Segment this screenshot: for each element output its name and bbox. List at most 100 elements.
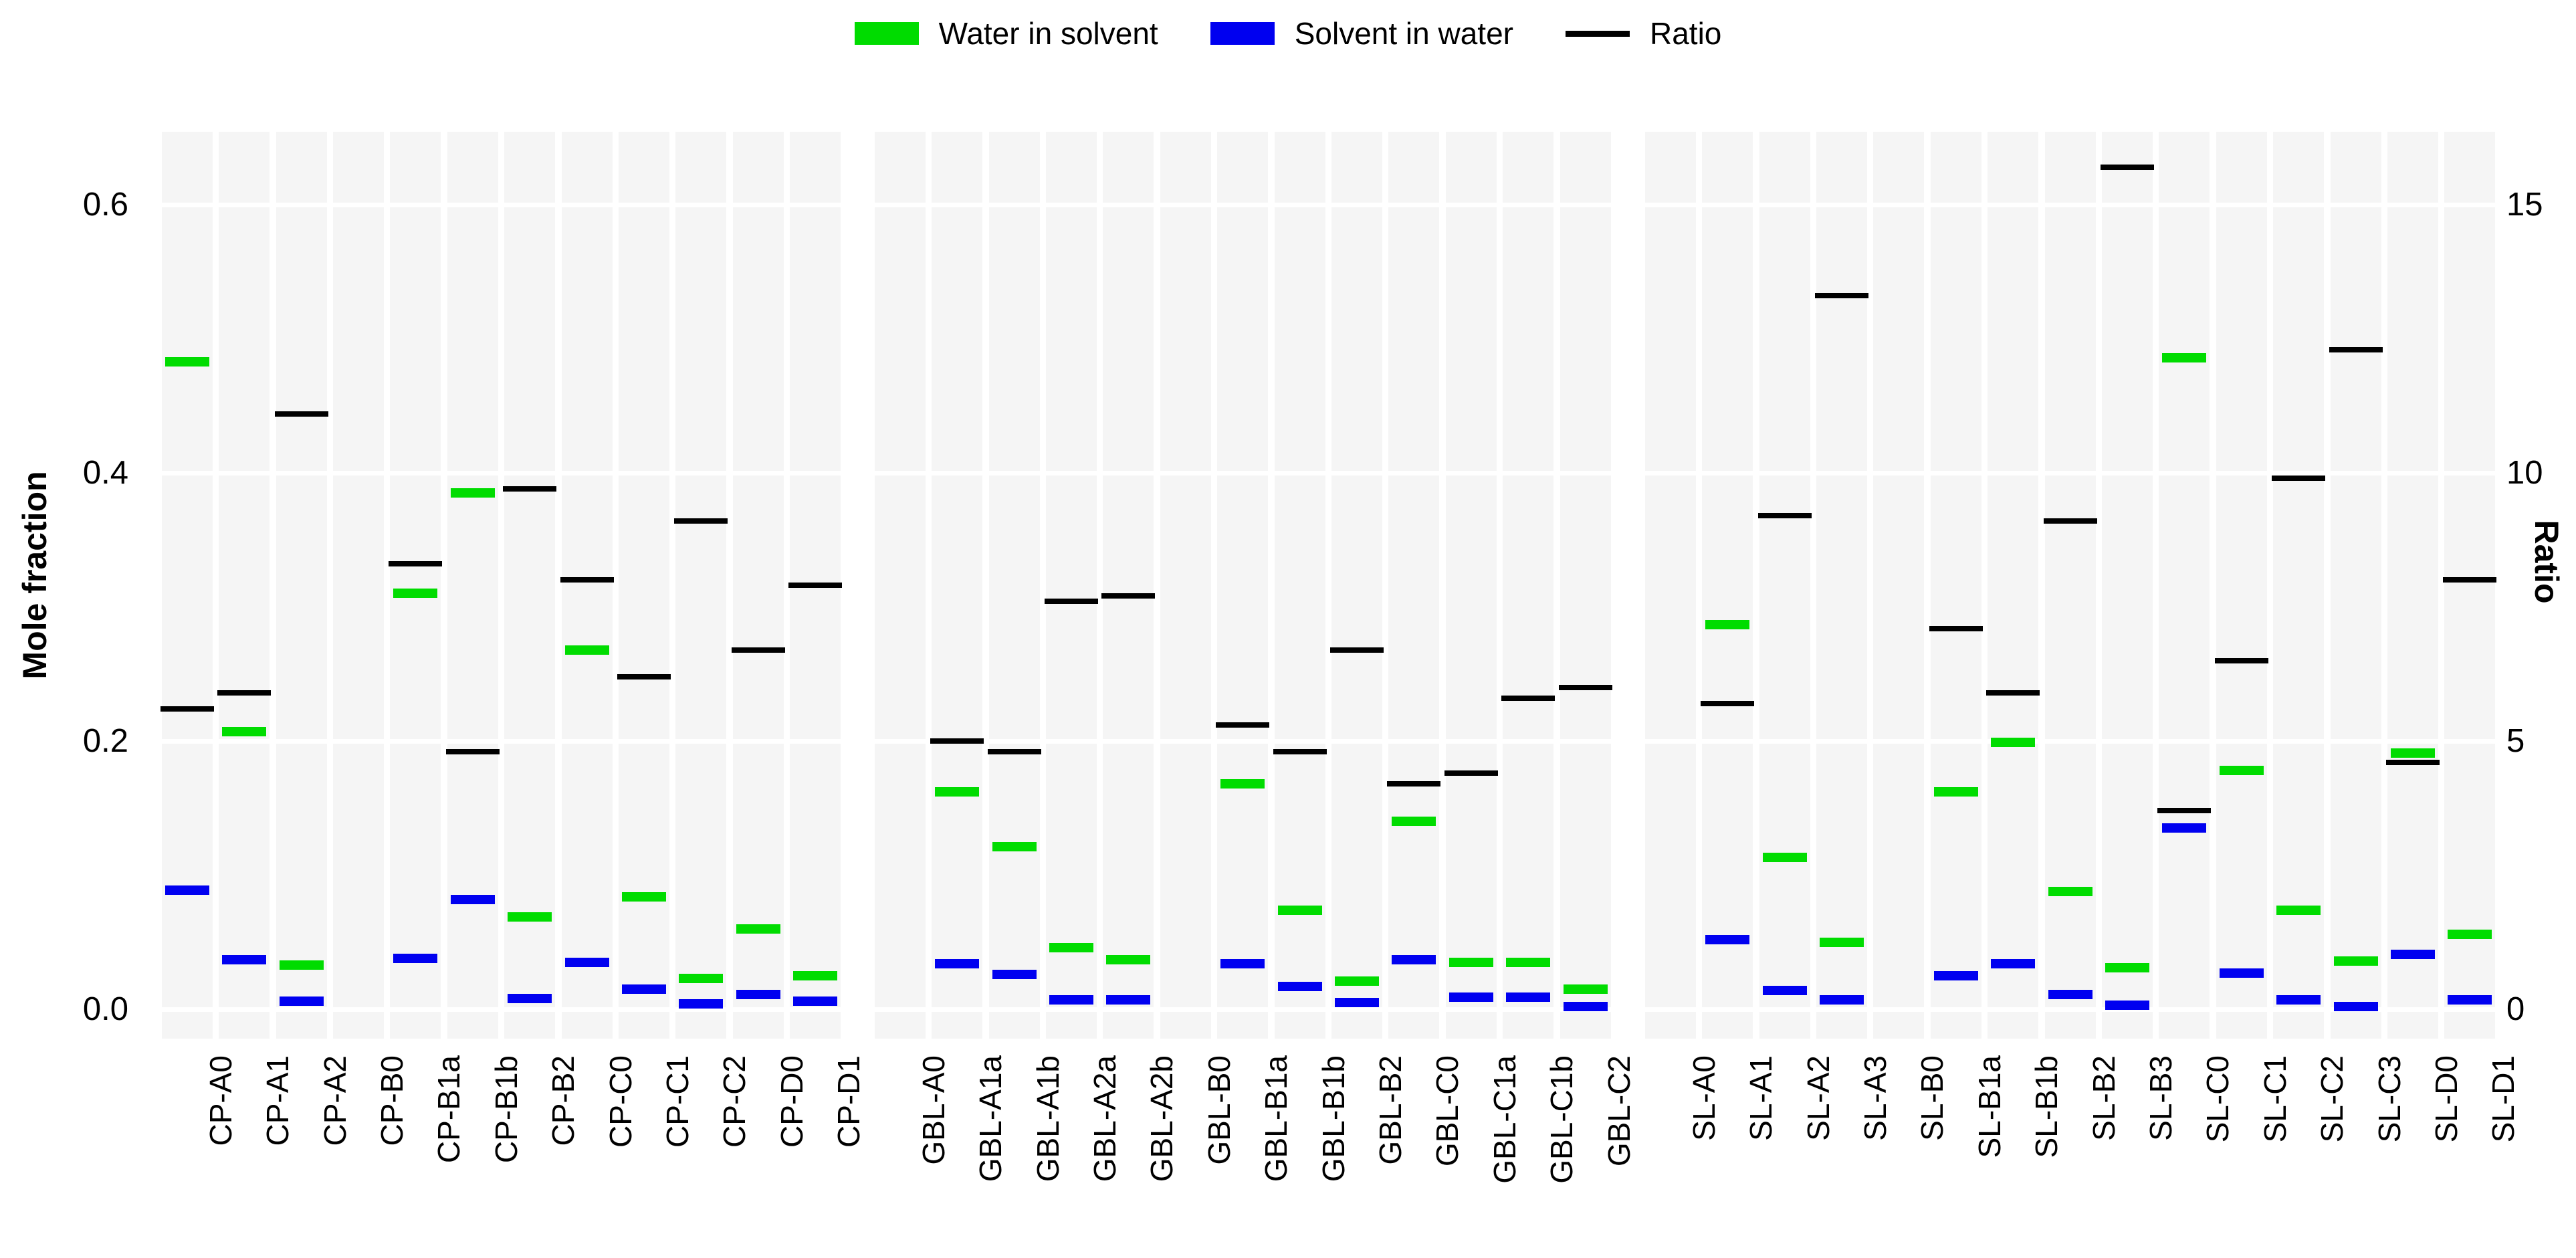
ratio-marker-SL-C2	[2272, 476, 2326, 482]
category-band-GBL-A1a	[932, 132, 983, 1039]
ratio-marker-SL-A2	[1757, 513, 1812, 519]
ratio-marker-CP-A2	[274, 411, 328, 417]
category-label-GBL-C2: GBL-C2	[1601, 1055, 1636, 1167]
ratio-marker-GBL-C1a	[1444, 770, 1498, 776]
water-in-solvent-marker-GBL-A1b	[992, 842, 1037, 852]
category-label-SL-C2: SL-C2	[2315, 1055, 2350, 1143]
solvent-in-water-marker-GBL-C2	[1563, 1001, 1608, 1011]
solvent-in-water-marker-CP-C0	[564, 957, 609, 967]
water-in-solvent-marker-SL-C3	[2333, 956, 2378, 966]
water-in-solvent-marker-GBL-C1b	[1506, 957, 1551, 967]
solvent-in-water-marker-SL-A1	[1705, 934, 1750, 944]
water-in-solvent-marker-SL-A2	[1762, 853, 1807, 863]
left-axis-tick-0.4: 0.4	[82, 455, 128, 491]
ratio-marker-GBL-B2	[1329, 647, 1384, 653]
category-band-GBL-C0	[1388, 132, 1440, 1039]
gridline-0.2	[871, 738, 1614, 744]
category-label-SL-B1b: SL-B1b	[2029, 1055, 2064, 1158]
category-label-SL-B2: SL-B2	[2086, 1055, 2121, 1141]
left-axis-tick-0.6: 0.6	[82, 187, 128, 223]
category-label-GBL-B0: GBL-B0	[1201, 1055, 1237, 1165]
water-in-solvent-marker-GBL-C2	[1563, 984, 1608, 994]
solvent-in-water-marker-CP-B1b	[450, 894, 495, 904]
solvent-in-water-marker-GBL-A2a	[1049, 994, 1093, 1005]
solvent-in-water-marker-GBL-B1a	[1220, 958, 1265, 968]
ratio-marker-SL-C1	[2214, 657, 2268, 663]
solvent-in-water-marker-GBL-C1a	[1448, 992, 1493, 1002]
solvent-in-water-marker-SL-C1	[2219, 968, 2264, 978]
ratio-marker-GBL-C1b	[1501, 695, 1555, 701]
water-in-solvent-marker-CP-C1	[621, 892, 666, 902]
category-label-SL-B0: SL-B0	[1915, 1055, 1950, 1141]
category-band-GBL-A1b	[988, 132, 1040, 1039]
right-axis-tick-15: 15	[2506, 187, 2543, 223]
ratio-marker-SL-A1	[1701, 700, 1755, 706]
category-label-SL-B3: SL-B3	[2143, 1055, 2178, 1141]
ratio-marker-CP-D0	[731, 647, 785, 653]
category-band-SL-B1b	[1988, 132, 2039, 1039]
category-label-GBL-C1a: GBL-C1a	[1487, 1055, 1522, 1184]
category-band-SL-D1	[2444, 132, 2496, 1039]
category-band-GBL-C2	[1560, 132, 1611, 1039]
right-axis-tick-5: 5	[2506, 723, 2525, 759]
solvent-in-water-marker-CP-A2	[279, 996, 324, 1006]
solvent-in-water-swatch	[1210, 22, 1275, 45]
ratio-marker-CP-A0	[160, 706, 214, 712]
category-label-SL-A2: SL-A2	[1800, 1055, 1836, 1141]
ratio-marker-SL-C3	[2329, 346, 2383, 352]
water-in-solvent-marker-GBL-B1b	[1277, 905, 1322, 915]
water-in-solvent-marker-SL-B1b	[1991, 738, 2036, 747]
solvent-in-water-marker-GBL-A2b	[1106, 994, 1151, 1005]
category-band-SL-B3	[2101, 132, 2153, 1039]
ratio-marker-GBL-B1a	[1216, 722, 1270, 728]
water-in-solvent-marker-CP-B1b	[450, 488, 495, 498]
category-band-CP-C2	[675, 132, 727, 1039]
category-label-CP-C0: CP-C0	[603, 1055, 638, 1148]
category-label-CP-C1: CP-C1	[659, 1055, 695, 1148]
category-band-SL-C2	[2273, 132, 2325, 1039]
category-band-SL-A3	[1816, 132, 1867, 1039]
category-label-GBL-A2a: GBL-A2a	[1087, 1055, 1122, 1182]
category-band-SL-B2	[2044, 132, 2096, 1039]
ratio-marker-GBL-A1a	[930, 738, 984, 744]
ratio-marker-CP-A1	[217, 690, 272, 696]
category-band-SL-C1	[2216, 132, 2267, 1039]
category-band-CP-B0	[332, 132, 384, 1039]
legend-label-water-in-solvent: Water in solvent	[938, 16, 1158, 51]
category-label-SL-C0: SL-C0	[2200, 1055, 2236, 1143]
ratio-marker-CP-C1	[617, 673, 671, 679]
category-label-CP-D1: CP-D1	[831, 1055, 867, 1148]
gridline-0.6	[158, 202, 844, 207]
water-in-solvent-marker-CP-D1	[793, 970, 838, 980]
water-in-solvent-marker-SL-C2	[2276, 905, 2321, 915]
panel-CP	[158, 132, 844, 1039]
category-label-SL-A1: SL-A1	[1743, 1055, 1779, 1141]
category-band-SL-B0	[1873, 132, 1925, 1039]
category-band-SL-A1	[1702, 132, 1753, 1039]
gridline-0.4	[158, 470, 844, 476]
solvent-in-water-marker-GBL-B2	[1334, 997, 1379, 1007]
ratio-marker-CP-C2	[674, 518, 728, 524]
right-axis-tick-10: 10	[2506, 455, 2543, 491]
category-band-CP-C1	[618, 132, 669, 1039]
water-in-solvent-marker-SL-B1a	[1933, 787, 1978, 797]
water-in-solvent-marker-GBL-C0	[1392, 817, 1436, 827]
water-in-solvent-swatch	[854, 22, 919, 45]
category-label-CP-C2: CP-C2	[717, 1055, 752, 1148]
water-in-solvent-marker-GBL-A1a	[935, 787, 980, 797]
category-band-SL-A2	[1759, 132, 1810, 1039]
solvent-in-water-marker-SL-B2	[2048, 989, 2092, 999]
solvent-in-water-marker-SL-C2	[2276, 994, 2321, 1005]
category-band-CP-C0	[561, 132, 613, 1039]
water-in-solvent-marker-CP-B1a	[393, 589, 438, 599]
category-band-GBL-B1a	[1217, 132, 1269, 1039]
ratio-marker-GBL-B1b	[1273, 749, 1327, 755]
ratio-marker-GBL-A2a	[1044, 599, 1098, 605]
gridline-0	[871, 1007, 1614, 1012]
panel-SL	[1642, 132, 2498, 1039]
category-label-CP-A0: CP-A0	[203, 1055, 238, 1146]
category-label-GBL-A0: GBL-A0	[916, 1055, 951, 1165]
ratio-marker-CP-B1a	[389, 561, 443, 567]
water-in-solvent-marker-CP-B2	[508, 912, 552, 922]
category-band-SL-C3	[2330, 132, 2381, 1039]
